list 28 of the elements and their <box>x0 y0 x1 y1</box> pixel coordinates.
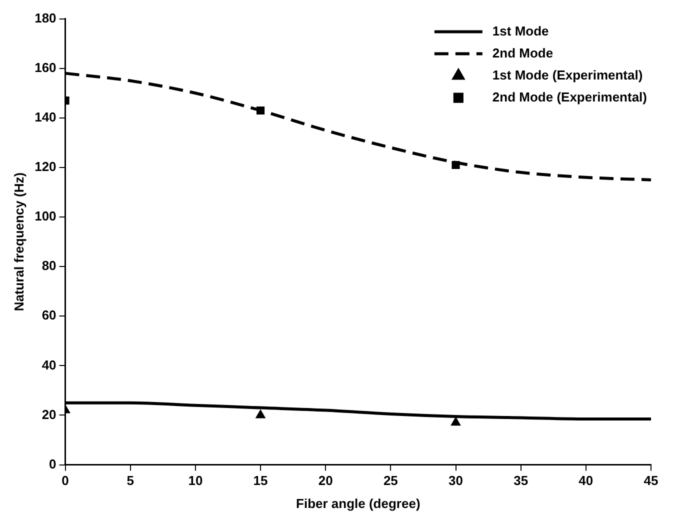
y-tick-label: 120 <box>34 159 56 174</box>
legend-label: 2nd Mode (Experimental) <box>492 89 647 104</box>
x-tick-label: 45 <box>644 473 658 488</box>
y-tick-label: 20 <box>42 406 56 422</box>
x-tick-label: 35 <box>514 473 528 488</box>
y-tick-label: 0 <box>49 456 56 472</box>
y-axis-title: Natural frequency (Hz) <box>11 172 26 312</box>
x-tick-label: 30 <box>448 473 463 488</box>
x-tick-label: 20 <box>318 473 333 488</box>
x-tick-label: 40 <box>578 473 594 488</box>
x-tick-label: 10 <box>188 473 203 488</box>
x-axis-title: Fiber angle (degree) <box>296 496 420 511</box>
point <box>450 417 461 426</box>
legend-label: 1st Mode (Experimental) <box>492 67 643 82</box>
x-tick-label: 5 <box>126 473 134 488</box>
x-tick-label: 25 <box>383 473 398 488</box>
y-tick-label: 140 <box>34 109 56 124</box>
y-tick-label: 100 <box>34 208 56 224</box>
y-tick-label: 180 <box>34 10 56 26</box>
y-tick-label: 80 <box>42 258 56 274</box>
legend-label: 1st Mode <box>492 23 549 38</box>
y-tick-label: 60 <box>42 308 56 323</box>
y-tick-label: 40 <box>42 357 56 372</box>
legend-label: 2nd Mode <box>492 45 554 60</box>
y-tick-label: 160 <box>34 60 56 75</box>
point <box>256 410 266 418</box>
x-tick-label: 0 <box>62 473 69 488</box>
x-tick-label: 15 <box>253 473 268 488</box>
